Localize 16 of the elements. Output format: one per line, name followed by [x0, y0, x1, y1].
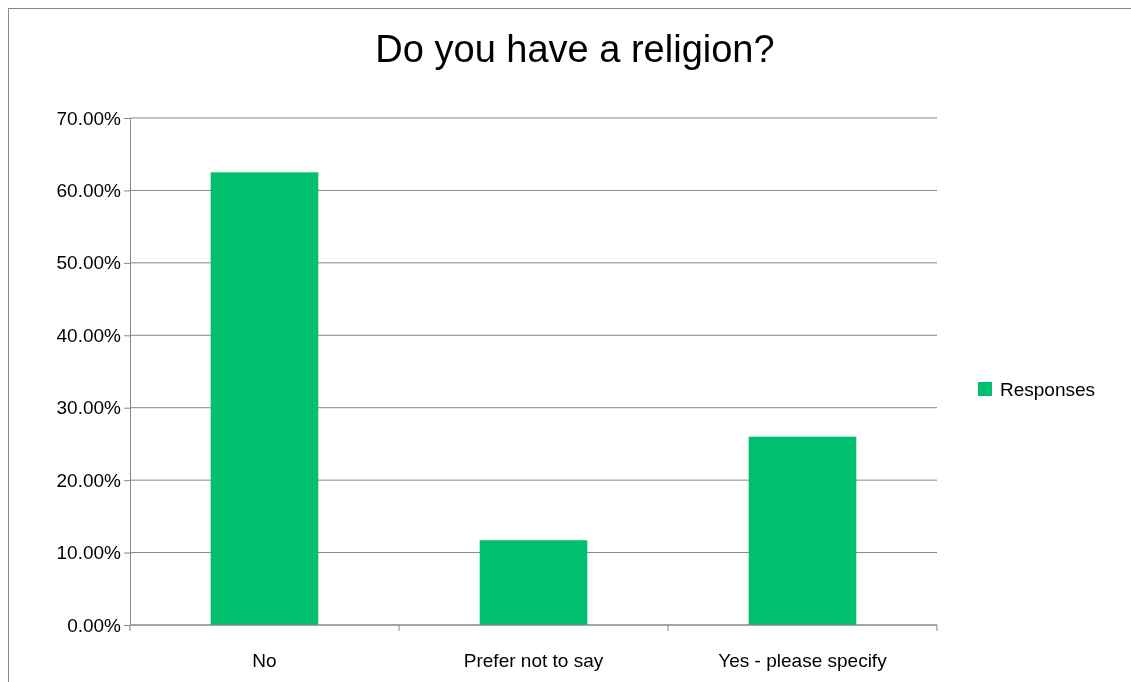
legend-label: Responses — [1000, 379, 1096, 400]
bar — [210, 172, 319, 625]
y-tick-label: 70.00% — [56, 107, 122, 129]
y-tick-label: 60.00% — [56, 180, 122, 202]
y-tick-label: 20.00% — [56, 469, 122, 491]
chart-title: Do you have a religion? — [375, 28, 775, 70]
y-tick-label: 0.00% — [67, 614, 122, 636]
y-tick-label: 50.00% — [56, 252, 122, 274]
bar — [748, 436, 857, 625]
y-tick-label: 30.00% — [56, 397, 122, 419]
x-tick-label: Yes - please specify — [718, 650, 888, 671]
x-tick-label: No — [252, 650, 277, 671]
y-tick-label: 40.00% — [56, 324, 122, 346]
bar — [479, 540, 588, 625]
y-tick-label: 10.00% — [56, 542, 122, 564]
x-tick-label: Prefer not to say — [463, 650, 604, 671]
